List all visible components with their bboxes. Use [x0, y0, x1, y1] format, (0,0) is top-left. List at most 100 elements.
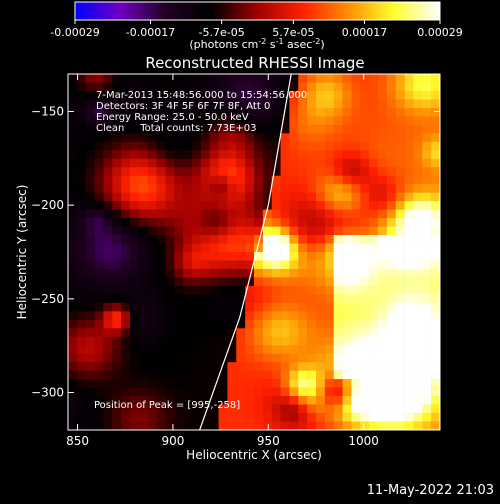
heatmap-cell [227, 107, 237, 117]
heatmap-cell [386, 396, 397, 405]
heatmap-cell [342, 167, 352, 177]
heatmap-cell [112, 396, 122, 405]
heatmap-cell [103, 218, 113, 227]
heatmap-cell [183, 404, 193, 414]
heatmap-cell [431, 218, 440, 227]
heatmap-cell [289, 396, 299, 405]
heatmap-cell [289, 370, 299, 380]
heatmap-cell [298, 116, 308, 126]
plot-area: 850 900 950 1000−150−200−250−300 [31, 73, 441, 448]
heatmap-cell [431, 413, 440, 422]
heatmap-cell [262, 201, 273, 210]
heatmap-cell [218, 124, 228, 134]
heatmap-cell [121, 124, 131, 134]
heatmap-cell [280, 404, 290, 414]
heatmap-cell [254, 90, 264, 100]
heatmap-cell [307, 277, 317, 287]
heatmap-cell [422, 133, 432, 143]
heatmap-cell [262, 353, 273, 363]
heatmap-cell [386, 260, 397, 270]
heatmap-cell [183, 184, 193, 193]
heatmap-cell [324, 175, 335, 185]
heatmap-cell [386, 107, 397, 117]
heatmap-cell [156, 82, 166, 92]
heatmap-cell [138, 82, 149, 92]
heatmap-cell [342, 218, 352, 227]
heatmap-cell [165, 184, 175, 193]
heatmap-cell [404, 184, 414, 193]
heatmap-cell [68, 277, 78, 287]
heatmap-cell [316, 74, 326, 83]
heatmap-cell [262, 124, 273, 134]
heatmap-cell [422, 209, 432, 219]
heatmap-cell [298, 209, 308, 219]
heatmap-cell [316, 252, 326, 261]
heatmap-cell [156, 379, 166, 388]
heatmap-cell [360, 82, 370, 92]
heatmap-cell [386, 379, 397, 388]
heatmap-cell [130, 404, 140, 414]
heatmap-cell [165, 133, 175, 143]
heatmap-cell [245, 421, 255, 430]
heatmap-cell [369, 99, 379, 109]
heatmap-cell [236, 345, 246, 355]
heatmap-cell [404, 413, 414, 422]
heatmap-cell [183, 260, 193, 270]
heatmap-cell [200, 226, 211, 236]
heatmap-cell [130, 268, 140, 278]
heatmap-cell [121, 235, 131, 244]
heatmap-cell [351, 184, 361, 193]
heatmap-cell [85, 226, 95, 236]
heatmap-cell [378, 243, 388, 253]
heatmap-cell [298, 150, 308, 160]
heatmap-cell [351, 268, 361, 278]
heatmap-cell [103, 175, 113, 185]
heatmap-cell [324, 167, 335, 177]
heatmap-cell [76, 175, 87, 185]
heatmap-cell [254, 370, 264, 380]
heatmap-cell [254, 252, 264, 261]
heatmap-cell [183, 413, 193, 422]
heatmap-cell [422, 370, 432, 380]
annotation-clean-counts: Clean Total counts: 7.73E+03 [96, 123, 256, 134]
heatmap-cell [209, 158, 219, 168]
heatmap-cell [85, 90, 95, 100]
heatmap-cell [103, 362, 113, 371]
heatmap-cell [112, 302, 122, 312]
heatmap-cell [156, 175, 166, 185]
heatmap-cell [138, 184, 149, 193]
heatmap-cell [404, 192, 414, 202]
heatmap-cell [395, 235, 405, 244]
heatmap-cell [271, 184, 281, 193]
heatmap-cell [316, 285, 326, 295]
heatmap-cell [94, 218, 104, 227]
heatmap-cell [209, 167, 219, 177]
heatmap-cell [112, 235, 122, 244]
heatmap-cell [156, 311, 166, 321]
heatmap-cell [130, 175, 140, 185]
heatmap-cell [404, 294, 414, 304]
heatmap-cell [271, 379, 281, 388]
heatmap-cell [386, 387, 397, 397]
heatmap-cell [130, 302, 140, 312]
heatmap-cell [307, 158, 317, 168]
heatmap-cell [280, 277, 290, 287]
heatmap-cell [369, 133, 379, 143]
heatmap-cell [200, 336, 211, 346]
heatmap-cell [254, 328, 264, 338]
heatmap-cell [413, 311, 423, 321]
heatmap-cell [227, 285, 237, 295]
heatmap-cell [431, 226, 440, 236]
heatmap-cell [156, 107, 166, 117]
heatmap-cell [342, 345, 352, 355]
heatmap-cell [227, 74, 237, 83]
heatmap-cell [307, 404, 317, 414]
heatmap-cell [369, 285, 379, 295]
heatmap-cell [351, 133, 361, 143]
heatmap-cell [271, 74, 281, 83]
heatmap-cell [378, 175, 388, 185]
heatmap-cell [200, 175, 211, 185]
annotation-energy-range: Energy Range: 25.0 - 50.0 keV [96, 112, 249, 123]
heatmap-cell [165, 167, 175, 177]
heatmap-cell [271, 107, 281, 117]
